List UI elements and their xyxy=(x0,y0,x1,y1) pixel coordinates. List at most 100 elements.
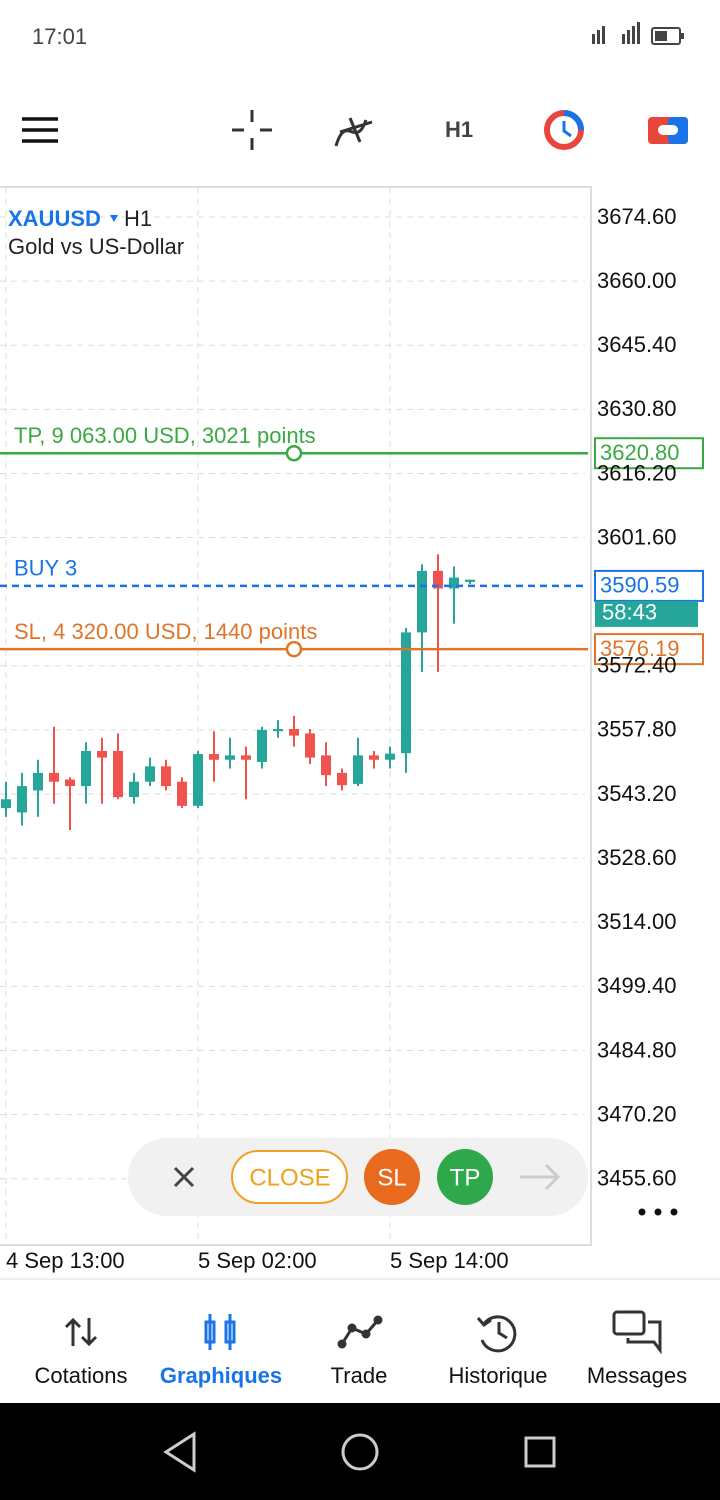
x-tick-label: 5 Sep 02:00 xyxy=(198,1248,317,1273)
nav-divider xyxy=(0,1278,720,1280)
price-label: 3590.59 xyxy=(600,573,680,598)
countdown-box xyxy=(595,600,698,627)
level-label: TP, 9 063.00 USD, 3021 points xyxy=(14,423,316,448)
price-box xyxy=(594,633,704,666)
candle-body xyxy=(433,570,443,589)
nav-label[interactable]: Trade xyxy=(331,1363,388,1388)
dismiss-button[interactable] xyxy=(173,1166,195,1188)
objects-button[interactable] xyxy=(544,110,584,150)
y-tick-label: 3499.40 xyxy=(597,973,677,998)
y-tick-label: 3660.00 xyxy=(597,268,677,293)
price-label: 3576.19 xyxy=(600,636,680,661)
candle-body xyxy=(305,733,315,758)
level-handle xyxy=(285,444,303,462)
y-tick-label: 3674.60 xyxy=(597,204,677,229)
candle-body xyxy=(177,781,187,806)
symbol[interactable]: XAUUSD xyxy=(8,206,101,231)
sl-button[interactable] xyxy=(364,1149,420,1205)
candle-body xyxy=(97,750,107,758)
candle-body xyxy=(209,754,219,760)
candle-body xyxy=(289,729,299,736)
y-tick-label: 3455.60 xyxy=(597,1166,677,1191)
candle-body xyxy=(465,579,475,582)
nav-icon[interactable] xyxy=(64,1317,98,1347)
candle-body xyxy=(449,577,459,589)
tp-button[interactable] xyxy=(437,1149,493,1205)
back-button[interactable] xyxy=(163,1431,196,1473)
candle-body xyxy=(385,753,395,760)
candle-body xyxy=(369,755,379,760)
y-tick-label: 3601.60 xyxy=(597,524,677,549)
candle-body xyxy=(241,755,251,760)
recents-button[interactable] xyxy=(524,1436,556,1468)
bottom-nav: Cotations Graphiques Trade Historique Messag… xyxy=(35,1310,687,1388)
candle-body xyxy=(321,755,331,776)
level-label: BUY 3 xyxy=(14,556,77,581)
more-button[interactable] xyxy=(638,1208,678,1216)
chart-timeframe: H1 xyxy=(124,206,152,231)
y-tick-label: 3528.60 xyxy=(597,845,677,870)
nav-icon[interactable] xyxy=(476,1315,517,1353)
y-tick-label: 3484.80 xyxy=(597,1037,677,1062)
nav-label[interactable]: Historique xyxy=(448,1363,547,1388)
candle-body xyxy=(257,729,267,762)
menu-button[interactable] xyxy=(22,117,58,143)
candle-body xyxy=(33,772,43,791)
countdown: 58:43 xyxy=(602,600,657,625)
symbol-description: Gold vs US-Dollar xyxy=(8,234,184,259)
crosshair-button[interactable] xyxy=(232,110,272,150)
trade-panel: CLOSE SL TP xyxy=(128,1138,588,1216)
nav-label[interactable]: Messages xyxy=(587,1363,687,1388)
indicators-button[interactable] xyxy=(334,117,373,147)
candle-body xyxy=(129,781,139,798)
nav-icon[interactable] xyxy=(612,1310,662,1355)
price-label: 3620.80 xyxy=(600,440,680,465)
grid xyxy=(0,188,585,1245)
y-tick-label: 3630.80 xyxy=(597,396,677,421)
candle-body xyxy=(145,766,155,782)
y-tick-label: 3645.40 xyxy=(597,332,677,357)
y-tick-label: 3616.20 xyxy=(597,460,677,485)
status-time: 17:01 xyxy=(32,24,87,49)
y-tick-label: 3557.80 xyxy=(597,717,677,742)
trade-button[interactable] xyxy=(648,117,688,144)
x-tick-label: 4 Sep 13:00 xyxy=(6,1248,125,1273)
candle-body xyxy=(81,750,91,787)
nav-icon[interactable] xyxy=(337,1315,383,1349)
candle-body xyxy=(273,729,283,732)
sl-label: SL xyxy=(377,1164,406,1191)
home-button[interactable] xyxy=(341,1433,379,1471)
candle-body xyxy=(17,786,27,813)
system-nav-bar xyxy=(0,1403,720,1500)
tp-label: TP xyxy=(450,1164,481,1191)
plot xyxy=(1,554,475,831)
levels: TP, 9 063.00 USD, 3021 points 3620.80 BUY … xyxy=(0,423,704,666)
candle-body xyxy=(417,570,427,633)
candle-body xyxy=(65,779,75,787)
nav-label[interactable]: Graphiques xyxy=(160,1363,282,1388)
candle-body xyxy=(49,772,59,782)
y-tick-label: 3572.40 xyxy=(597,653,677,678)
trade-panel-bg xyxy=(128,1138,588,1216)
x-tick-label: 5 Sep 14:00 xyxy=(390,1248,509,1273)
candle-body xyxy=(401,632,411,754)
close-label: CLOSE xyxy=(249,1164,330,1191)
level-handle xyxy=(285,640,303,658)
timeframe-button[interactable]: H1 xyxy=(445,117,473,142)
candle-body xyxy=(1,799,11,809)
close-button[interactable] xyxy=(231,1150,348,1204)
candle-body xyxy=(337,772,347,786)
level-label: SL, 4 320.00 USD, 1440 points xyxy=(14,619,317,644)
next-button[interactable] xyxy=(520,1163,561,1191)
price-box xyxy=(594,437,704,470)
candle-body xyxy=(161,766,171,787)
nav-icon[interactable] xyxy=(204,1314,236,1350)
nav-label[interactable]: Cotations xyxy=(35,1363,128,1388)
symbol-dropdown[interactable] xyxy=(110,215,118,222)
candle-body xyxy=(225,755,235,760)
status-icons xyxy=(592,22,684,45)
y-tick-label: 3470.20 xyxy=(597,1101,677,1126)
